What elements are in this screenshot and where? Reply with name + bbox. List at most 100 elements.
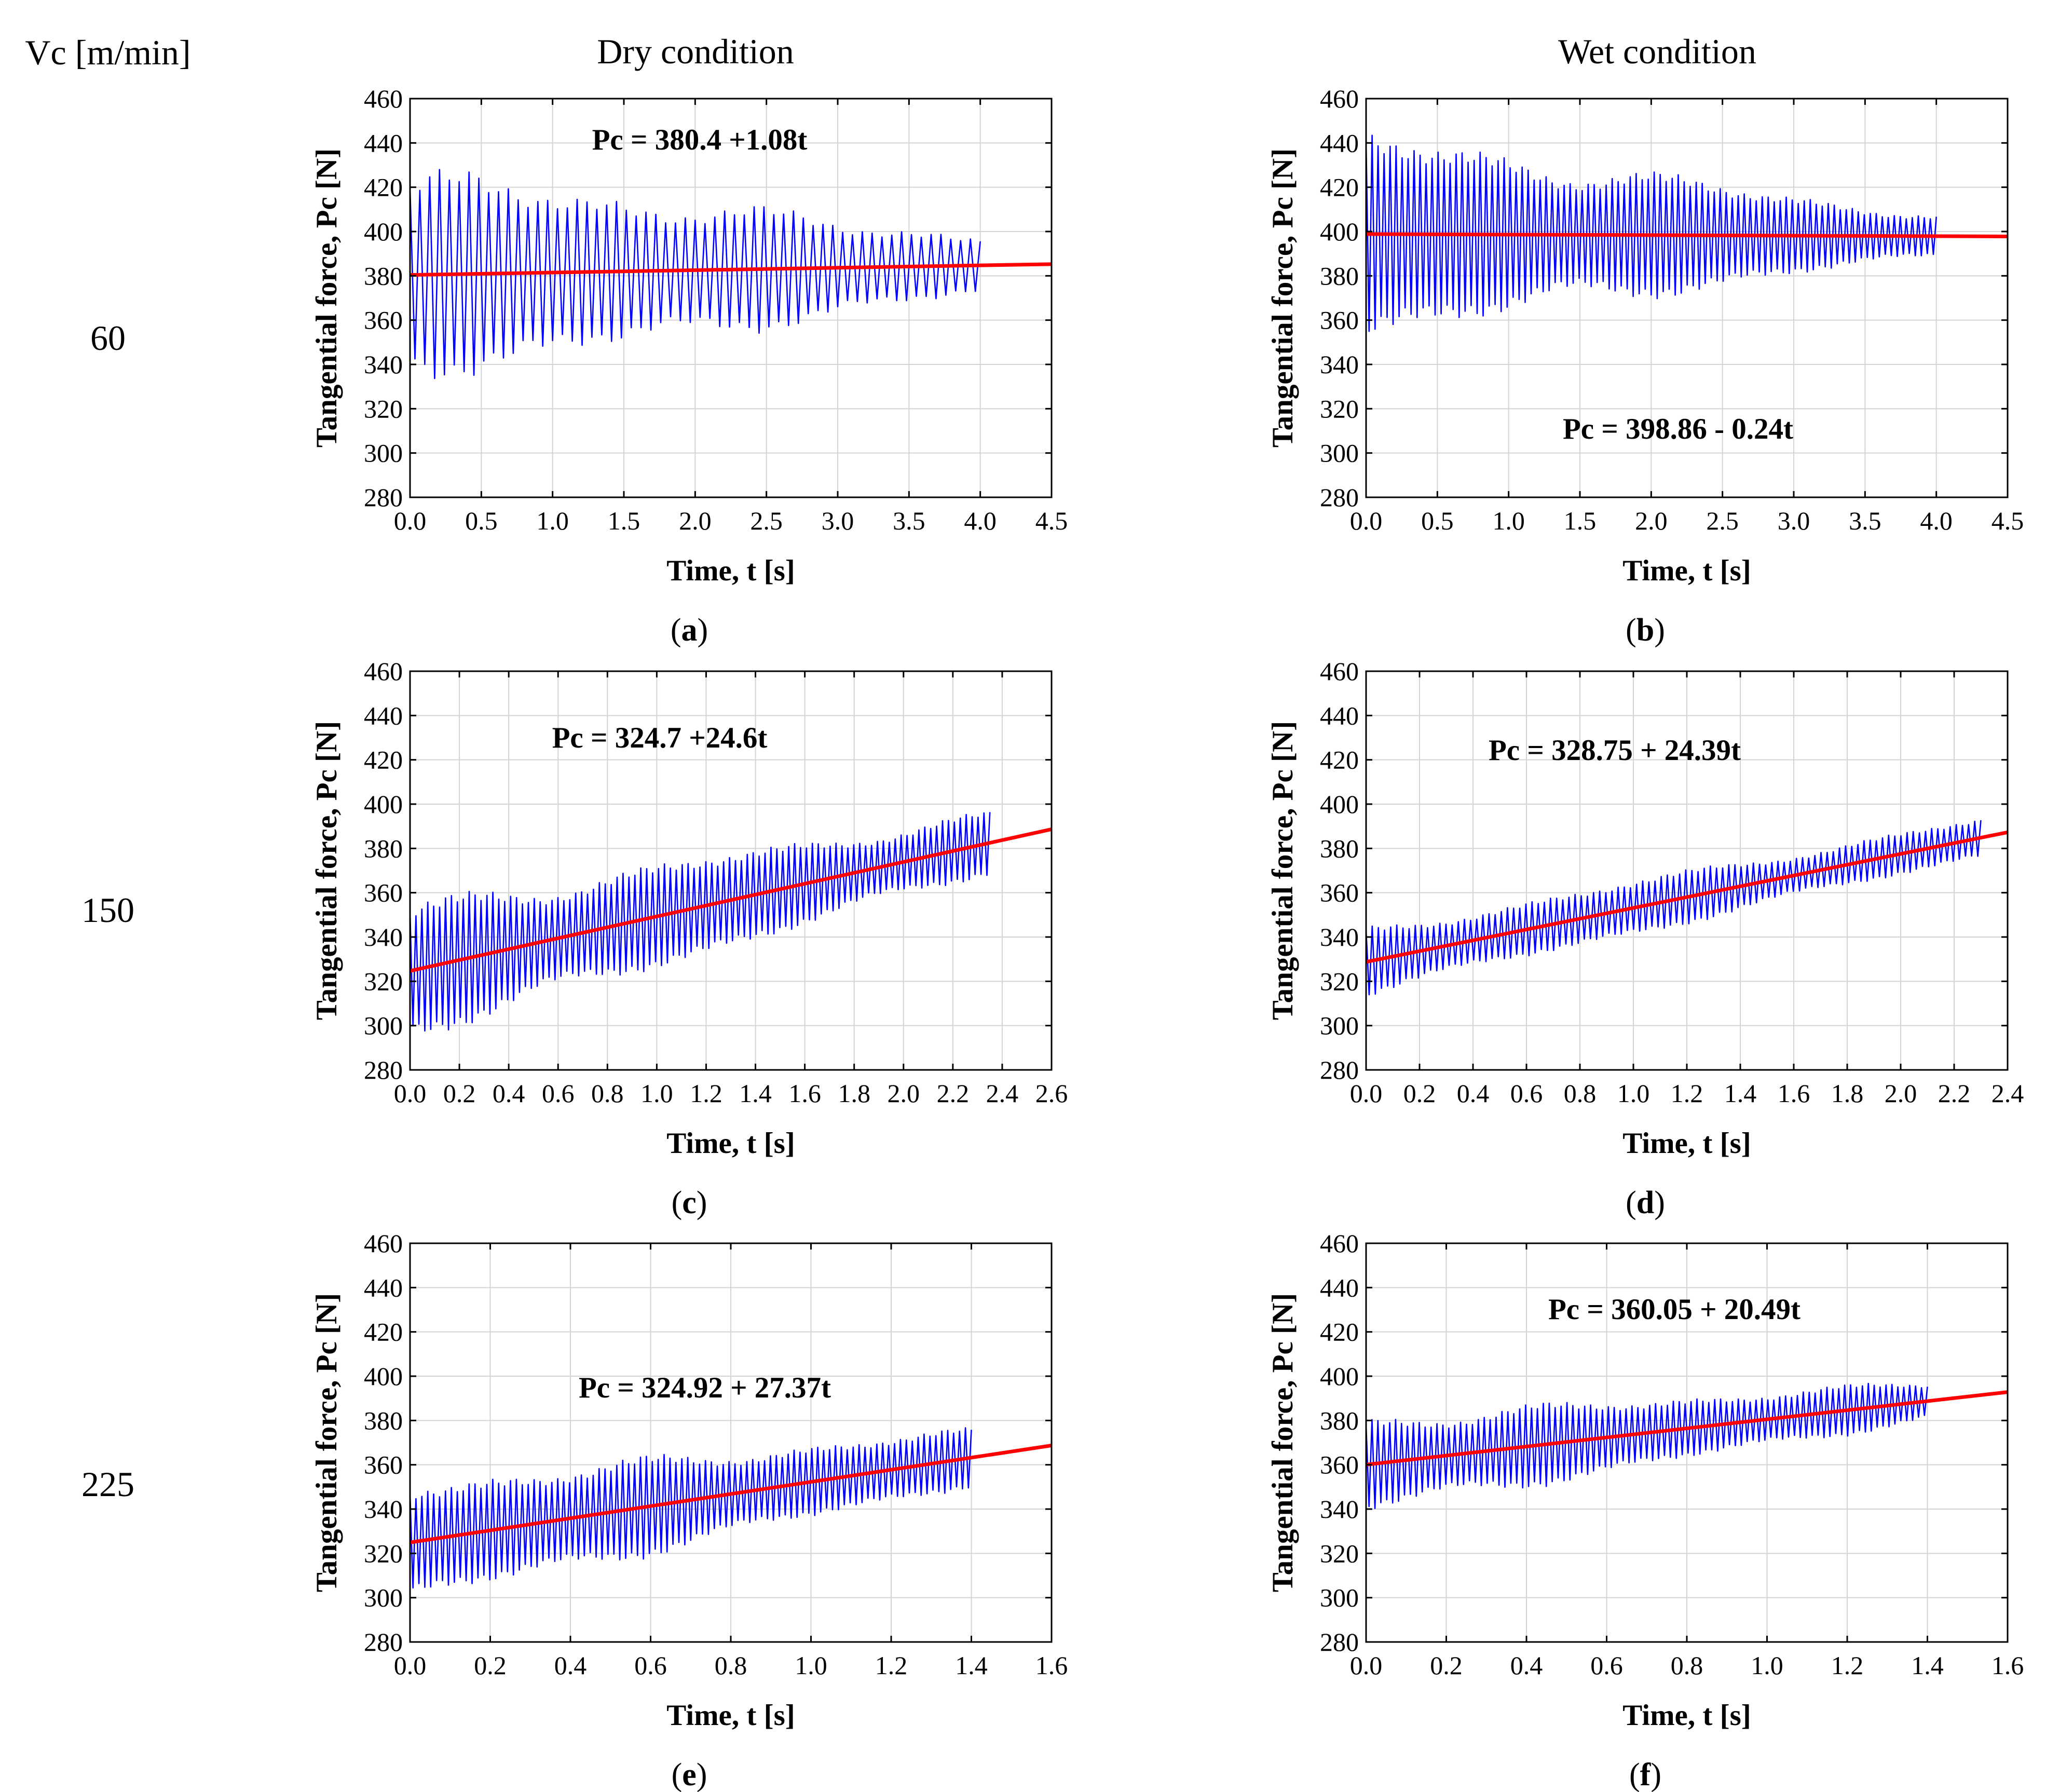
x-tick-label: 1.0 [1617,1079,1650,1108]
x-tick-label: 3.5 [893,506,925,535]
caption-letter: b [1636,613,1654,648]
x-tick-label: 1.4 [739,1079,772,1108]
y-tick-label: 380 [364,1406,403,1435]
row-label-150: 150 [81,890,134,930]
y-tick-label: 440 [1320,128,1359,157]
x-tick-label: 2.6 [1035,1079,1068,1108]
x-tick-label: 0.0 [394,1651,427,1680]
y-tick-label: 360 [364,878,403,907]
y-tick-label: 300 [1320,439,1359,468]
caption-letter: a [681,613,698,648]
x-tick-label: 3.0 [1778,506,1810,535]
linear-fit-line [1366,830,2008,964]
x-axis-label: Time, t [s] [1622,554,1751,587]
caption-open-paren: ( [1626,1185,1636,1220]
y-axis-label: Tangential force, Pc [N] [1266,721,1299,1020]
caption-letter: e [682,1757,697,1792]
x-axis-label: Time, t [s] [666,1127,795,1160]
y-tick-label: 340 [364,1495,403,1524]
linear-fit-line [1366,1390,2008,1467]
x-tick-label: 1.0 [640,1079,673,1108]
chart-e: 0.0 0.2 0.4 0.6 0.8 1.0 1.2 1.4 1.6 280 300 320 340 3… [310,1229,1068,1792]
y-tick-label: 280 [364,483,403,512]
speed-column-header: Vc [m/min] [25,33,190,72]
force-signal-series [410,169,981,379]
y-tick-label: 400 [364,217,403,246]
x-tick-label: 1.2 [1831,1651,1864,1680]
x-tick-label: 0.8 [1671,1651,1703,1680]
y-axis-label: Tangential force, Pc [N] [310,148,343,447]
chart-panels: 0.0 0.5 1.0 1.5 2.0 2.5 3.0 3.5 4.0 4.5 280 300 320 3… [310,84,2024,1792]
x-tick-label: 0.2 [474,1651,507,1680]
caption-close-paren: ) [698,613,708,648]
x-tick-label: 2.0 [1635,506,1668,535]
x-tick-label: 2.0 [1885,1079,1917,1108]
y-tick-label: 440 [364,701,403,730]
x-tick-label: 2.2 [1938,1079,1971,1108]
chart-f: 0.0 0.2 0.4 0.6 0.8 1.0 1.2 1.4 1.6 280 300 320 340 3… [1266,1229,2024,1792]
x-tick-label: 1.8 [838,1079,870,1108]
x-tick-label: 0.8 [591,1079,624,1108]
x-tick-label: 2.4 [986,1079,1019,1108]
x-tick-label: 1.2 [1671,1079,1703,1108]
y-tick-label: 300 [364,1011,403,1040]
y-tick-label: 340 [364,350,403,379]
x-tick-label: 0.0 [1350,1651,1383,1680]
caption-close-paren: ) [1654,613,1665,648]
x-tick-label: 2.2 [937,1079,970,1108]
dry-condition-header: Dry condition [597,32,794,71]
x-tick-label: 1.0 [795,1651,827,1680]
x-tick-label: 1.8 [1831,1079,1864,1108]
y-tick-label: 320 [1320,394,1359,423]
force-signal-series [1366,1382,1928,1509]
y-tick-label: 380 [1320,1406,1359,1435]
panel-caption: (b) [1626,613,1665,648]
x-axis-label: Time, t [s] [666,1699,795,1732]
y-tick-label: 440 [1320,1273,1359,1302]
y-tick-label: 280 [364,1627,403,1657]
y-tick-label: 300 [364,1583,403,1612]
y-tick-label: 340 [364,922,403,952]
x-tick-label: 0.0 [1350,1079,1383,1108]
x-tick-label: 0.0 [1350,506,1383,535]
x-tick-label: 1.4 [955,1651,988,1680]
caption-close-paren: ) [1651,1757,1661,1792]
y-tick-label: 300 [1320,1583,1359,1612]
x-tick-label: 2.5 [750,506,783,535]
fit-equation-label: Pc = 324.7 +24.6t [552,722,768,754]
y-tick-label: 380 [1320,834,1359,863]
x-tick-label: 1.4 [1724,1079,1757,1108]
x-tick-label: 3.0 [822,506,854,535]
plot-frame [1365,98,2009,498]
y-tick-label: 380 [364,261,403,290]
force-signal-series [410,812,991,1032]
y-tick-label: 460 [364,1229,403,1258]
linear-fit-line [1366,232,2008,238]
x-tick-label: 0.0 [394,1079,427,1108]
x-axis-label: Time, t [s] [1622,1127,1751,1160]
caption-open-paren: ( [672,1185,683,1220]
y-tick-label: 360 [1320,1450,1359,1479]
caption-letter: d [1636,1185,1654,1220]
caption-open-paren: ( [1629,1757,1640,1792]
fit-equation-label: Pc = 328.75 + 24.39t [1489,734,1741,767]
caption-letter: c [682,1185,697,1220]
y-tick-label: 380 [1320,261,1359,290]
chart-c: 0.0 0.2 0.4 0.6 0.8 1.0 1.2 1.4 1.6 1.8 2.0 2.2 2.4 2… [310,657,1068,1220]
x-tick-label: 1.6 [1778,1079,1810,1108]
x-tick-label: 1.5 [1564,506,1597,535]
x-tick-label: 2.4 [1992,1079,2024,1108]
x-tick-label: 0.0 [394,506,427,535]
caption-open-paren: ( [672,1757,683,1792]
caption-close-paren: ) [1654,1185,1665,1220]
y-tick-label: 360 [1320,878,1359,907]
x-tick-label: 1.0 [536,506,569,535]
y-tick-label: 440 [364,1273,403,1302]
y-tick-label: 280 [1320,1627,1359,1657]
y-axis-label: Tangential force, Pc [N] [1266,148,1299,447]
plot-frame [409,670,1053,1071]
y-tick-label: 340 [1320,350,1359,379]
x-tick-label: 4.0 [964,506,997,535]
x-tick-label: 3.5 [1849,506,1881,535]
x-tick-label: 0.2 [443,1079,476,1108]
